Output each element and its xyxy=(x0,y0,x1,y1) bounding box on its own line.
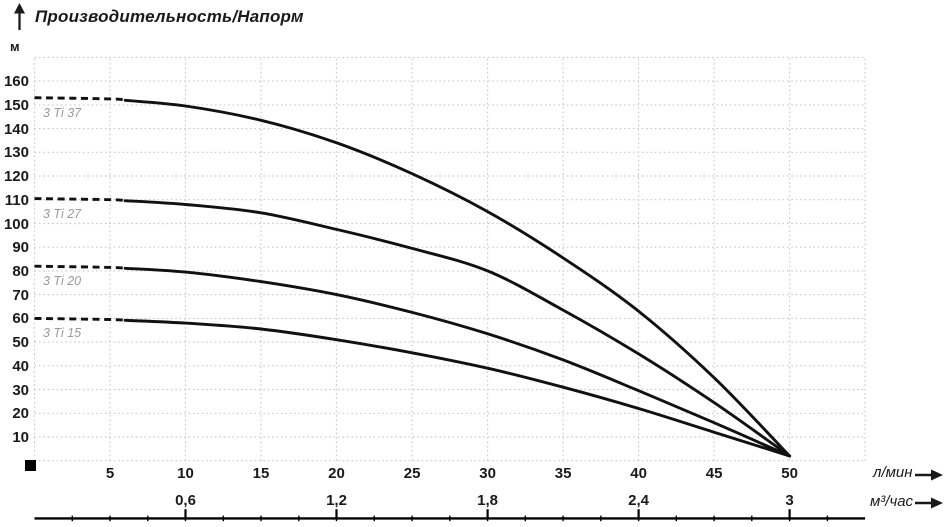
y-tick-label: 40 xyxy=(12,357,29,375)
y-tick-label: 100 xyxy=(3,215,29,233)
x-tick-label-m3h: 3 xyxy=(785,492,794,509)
x-axis-arrow-lmin-icon xyxy=(915,469,943,481)
y-tick-label: 110 xyxy=(4,191,29,209)
x-tick-label-lmin: 30 xyxy=(479,465,496,482)
x-tick-label-lmin: 20 xyxy=(328,465,345,482)
x-tick-label-m3h: 0,6 xyxy=(175,492,196,509)
pump-curve-3-ti-20 xyxy=(123,266,792,458)
pump-curve-3-ti-15-dashed xyxy=(34,316,126,322)
curve-label-3-ti-20: 3 Ti 20 xyxy=(43,274,82,289)
pump-curve-3-ti-27 xyxy=(123,199,792,458)
x-axis-unit-m3h: м³/час xyxy=(870,493,914,510)
y-tick-label: 70 xyxy=(12,286,29,304)
x-tick-label-m3h: 1,8 xyxy=(477,492,499,509)
pump-curve-3-ti-37 xyxy=(123,98,792,458)
x-tick-label-lmin: 45 xyxy=(705,465,723,482)
y-tick-label: 30 xyxy=(12,381,29,399)
pump-curve-3-ti-27-dashed xyxy=(34,197,126,203)
x-tick-label-m3h: 1,2 xyxy=(326,492,347,509)
y-tick-label: 10 xyxy=(12,429,29,446)
x-axis-unit-lmin: л/мин xyxy=(873,464,913,481)
x-tick-label-lmin: 50 xyxy=(781,465,798,482)
x-tick-label-m3h: 2,4 xyxy=(628,492,650,509)
x-axis-arrow-m3h-icon xyxy=(915,497,943,509)
x-tick-label-lmin: 40 xyxy=(630,465,647,482)
y-tick-label: 60 xyxy=(12,310,29,328)
y-tick-label: 140 xyxy=(3,120,29,138)
curve-label-3-ti-27: 3 Ti 27 xyxy=(43,206,82,221)
origin-marker xyxy=(25,460,36,471)
y-tick-label: 120 xyxy=(3,168,29,185)
x-tick-label-lmin: 10 xyxy=(177,465,194,482)
y-tick-label: 160 xyxy=(3,73,29,91)
y-tick-label: 90 xyxy=(12,239,29,257)
x-tick-label-lmin: 35 xyxy=(554,465,572,482)
x-tick-label-lmin: 5 xyxy=(105,465,115,482)
y-tick-label: 50 xyxy=(12,334,29,352)
y-tick-label: 20 xyxy=(12,405,29,423)
y-axis-unit-label: м xyxy=(10,39,20,54)
pump-curve-3-ti-20-dashed xyxy=(34,264,126,270)
curve-label-3-ti-15: 3 Ti 15 xyxy=(43,326,82,341)
y-tick-label: 80 xyxy=(12,262,29,280)
y-tick-label: 150 xyxy=(3,96,29,114)
y-axis-arrow-icon xyxy=(14,3,25,30)
x-tick-label-lmin: 15 xyxy=(252,465,270,482)
pump-curve-3-ti-15 xyxy=(123,318,792,458)
x-tick-label-lmin: 25 xyxy=(403,465,421,482)
curve-label-3-ti-37: 3 Ti 37 xyxy=(43,105,82,120)
chart-title: Производительность/Напорм xyxy=(35,7,304,26)
pump-curve-3-ti-37-dashed xyxy=(34,96,126,102)
y-tick-label: 130 xyxy=(3,144,29,162)
